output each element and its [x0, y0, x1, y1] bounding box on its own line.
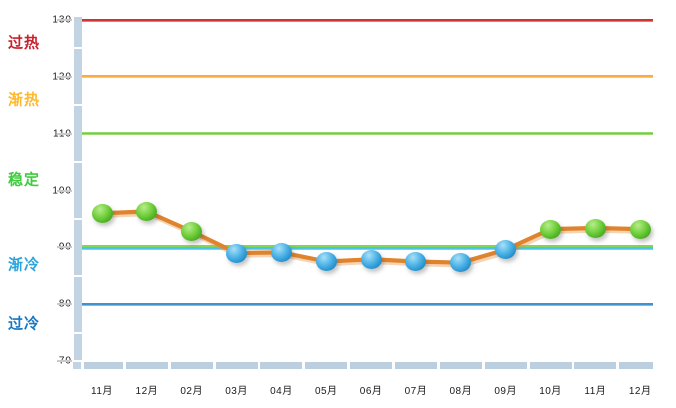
- data-point[interactable]: [315, 252, 337, 272]
- x-axis-bar-segment: [84, 362, 123, 369]
- x-axis-bar-segment: [125, 362, 168, 369]
- y-axis-bar-segment: [74, 49, 82, 105]
- x-axis-label: 12月: [135, 386, 159, 397]
- zone-label: 渐热: [8, 91, 41, 109]
- y-axis-tick-mark: [57, 132, 72, 135]
- x-axis-label: 08月: [449, 386, 473, 397]
- axis-corner: [73, 362, 81, 369]
- x-axis-bar-segment: [215, 362, 258, 369]
- data-point[interactable]: [270, 242, 292, 262]
- y-axis-tick-mark: [57, 360, 72, 362]
- x-axis-label: 10月: [539, 386, 562, 397]
- x-axis-label: 02月: [180, 386, 203, 397]
- y-axis-tick-mark: [57, 303, 72, 306]
- zone-label: 稳定: [8, 171, 41, 189]
- zone-label: 过冷: [8, 315, 41, 333]
- y-axis-tick-mark: [57, 189, 72, 192]
- y-axis-tick-mark: [57, 19, 72, 21]
- y-axis-bar-segment: [74, 333, 82, 360]
- x-axis-label: 06月: [359, 386, 383, 397]
- x-axis-label: 09月: [494, 386, 517, 397]
- threshold-line: [82, 132, 653, 136]
- x-axis-bar-segment: [574, 362, 617, 369]
- x-axis-bar-segment: [260, 362, 303, 369]
- data-point[interactable]: [405, 252, 427, 272]
- y-axis-bar-segment: [74, 17, 82, 48]
- data-point[interactable]: [136, 202, 158, 222]
- zone-label: 过热: [8, 34, 41, 52]
- threshold-line: [82, 247, 653, 250]
- x-axis-bar-segment: [439, 362, 482, 369]
- y-axis-bar-segment: [74, 276, 82, 332]
- x-axis-bar-segment: [529, 362, 572, 369]
- data-point[interactable]: [584, 218, 606, 238]
- threshold-line: [82, 302, 653, 306]
- data-point[interactable]: [181, 221, 203, 241]
- data-point[interactable]: [91, 203, 113, 223]
- data-point[interactable]: [450, 253, 472, 273]
- data-point[interactable]: [540, 219, 561, 239]
- y-axis-tick-mark: [57, 75, 72, 78]
- x-axis-label: 04月: [270, 386, 293, 397]
- y-axis-tick-mark: [57, 246, 72, 249]
- x-axis-label: 07月: [404, 386, 428, 397]
- data-point[interactable]: [495, 240, 517, 260]
- x-axis-bar-segment: [170, 362, 213, 369]
- x-axis-bar-segment: [305, 362, 348, 369]
- x-axis-label: 12月: [628, 386, 652, 397]
- threshold-line: [82, 18, 653, 22]
- threshold-line: [82, 245, 653, 248]
- x-axis-label: 11月: [584, 386, 607, 397]
- x-axis-bar-segment: [484, 362, 527, 369]
- data-point[interactable]: [360, 249, 382, 269]
- x-axis-label: 11月: [91, 386, 113, 397]
- y-axis-bar-segment: [74, 219, 82, 275]
- x-axis-label: 03月: [225, 386, 248, 397]
- zone-label: 渐冷: [8, 256, 41, 274]
- threshold-line: [82, 75, 653, 79]
- x-axis-bar-segment: [350, 362, 393, 369]
- y-axis-bar-segment: [74, 106, 82, 162]
- data-point[interactable]: [226, 243, 248, 263]
- x-axis-bar-segment: [394, 362, 437, 369]
- y-axis-bar-segment: [74, 163, 82, 218]
- x-axis-label: 05月: [314, 386, 338, 397]
- data-point[interactable]: [629, 219, 651, 239]
- x-axis-bar-segment: [619, 362, 653, 369]
